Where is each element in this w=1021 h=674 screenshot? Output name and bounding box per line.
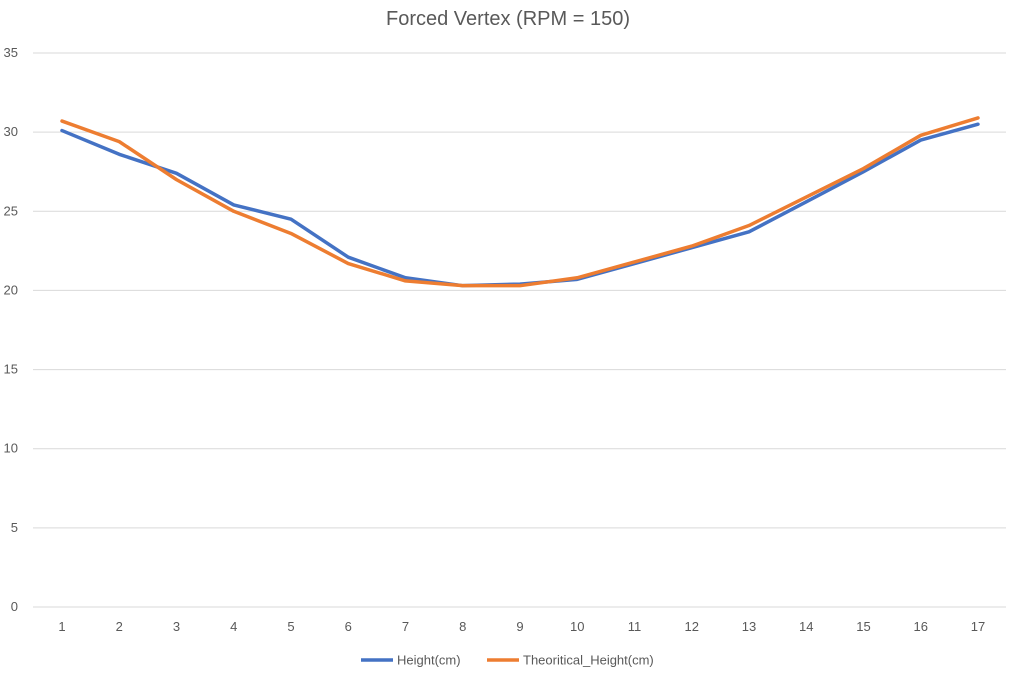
legend: Height(cm) Theoritical_Height(cm)	[361, 653, 654, 668]
y-tick-label: 20	[4, 282, 18, 297]
y-tick-label: 15	[4, 362, 18, 377]
x-tick-label: 13	[742, 619, 756, 634]
gridlines	[33, 52, 1006, 608]
y-tick-label: 0	[11, 599, 18, 614]
series-line-2	[60, 116, 980, 288]
x-tick-label: 16	[914, 619, 928, 634]
x-tick-label: 4	[230, 619, 237, 634]
x-tick-label: 8	[459, 619, 466, 634]
y-tick-label: 10	[4, 441, 18, 456]
series-lines	[60, 116, 980, 288]
y-tick-label: 30	[4, 124, 18, 139]
series-line-1	[60, 122, 980, 288]
x-tick-label: 2	[116, 619, 123, 634]
x-tick-label: 3	[173, 619, 180, 634]
legend-label-1: Height(cm)	[397, 653, 461, 668]
legend-label-2: Theoritical_Height(cm)	[523, 653, 654, 668]
x-tick-label: 15	[856, 619, 870, 634]
x-tick-label: 5	[287, 619, 294, 634]
y-axis-ticks: 0 5 10 15 20 25 30 35	[4, 45, 18, 614]
y-tick-label: 25	[4, 203, 18, 218]
x-axis-ticks: 1 2 3 4 5 6 7 8 9 10 11 12 13 14 15 16 17	[58, 619, 985, 634]
x-tick-label: 10	[570, 619, 584, 634]
x-tick-label: 9	[516, 619, 523, 634]
chart-title: Forced Vertex (RPM = 150)	[386, 8, 630, 30]
y-tick-label: 35	[4, 45, 18, 60]
x-tick-label: 11	[628, 619, 642, 634]
x-tick-label: 1	[58, 619, 65, 634]
x-tick-label: 14	[799, 619, 813, 634]
x-tick-label: 7	[402, 619, 409, 634]
x-tick-label: 6	[345, 619, 352, 634]
x-tick-label: 17	[971, 619, 985, 634]
x-tick-label: 12	[685, 619, 699, 634]
y-tick-label: 5	[11, 520, 18, 535]
